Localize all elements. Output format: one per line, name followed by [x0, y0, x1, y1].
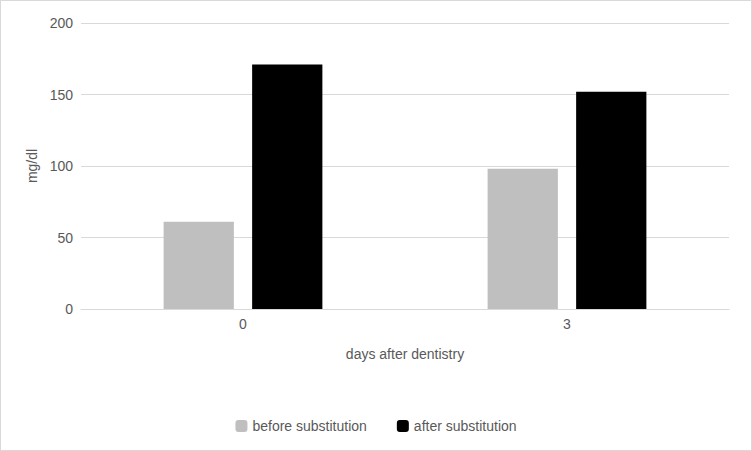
svg-text:200: 200 [50, 15, 74, 31]
svg-text:after substitution: after substitution [414, 418, 517, 434]
svg-text:0: 0 [65, 301, 73, 317]
svg-text:150: 150 [50, 87, 74, 103]
svg-text:100: 100 [50, 158, 74, 174]
svg-text:3: 3 [563, 316, 571, 332]
svg-text:0: 0 [239, 316, 247, 332]
svg-text:50: 50 [57, 230, 73, 246]
svg-text:before substitution: before substitution [252, 418, 366, 434]
svg-text:days after dentistry: days after dentistry [346, 346, 464, 362]
svg-text:mg/dl: mg/dl [24, 149, 40, 183]
